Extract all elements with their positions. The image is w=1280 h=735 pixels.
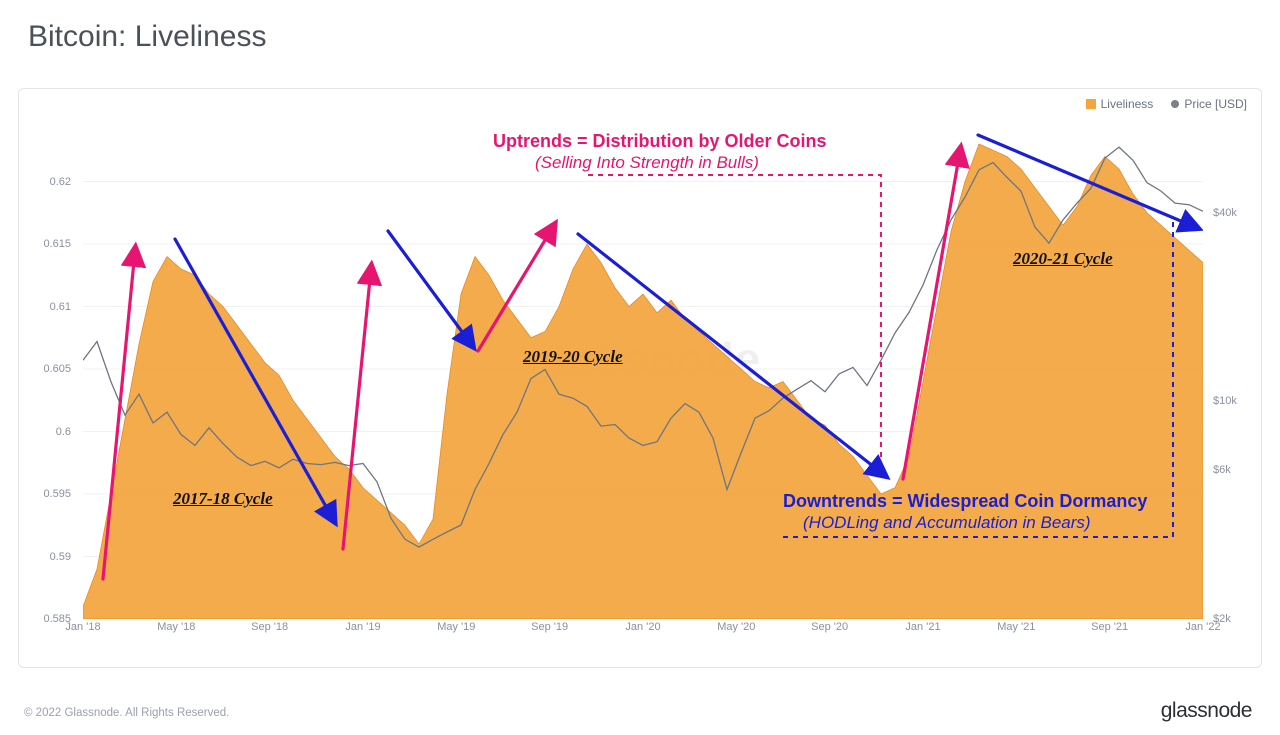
x-tick: Jan '22 [1185,621,1220,633]
plot-area: glassnode 2017-18 Cycle 2019-20 Cy [83,119,1203,619]
x-tick: Jan '21 [905,621,940,633]
page: Bitcoin: Liveliness Liveliness Price [US… [0,0,1280,735]
y-right-tick: $40k [1213,207,1237,219]
legend: Liveliness Price [USD] [1086,97,1247,111]
y-axis-right: $2k$6k$10k$40k [1205,119,1261,619]
copyright: © 2022 Glassnode. All Rights Reserved. [24,707,229,719]
y-left-tick: 0.61 [50,301,71,313]
x-tick: Jan '20 [625,621,660,633]
legend-item-price: Price [USD] [1171,97,1247,111]
y-left-tick: 0.595 [43,488,71,500]
chart-frame: Liveliness Price [USD] 0.5850.590.5950.6… [18,88,1262,668]
plot-svg [83,119,1203,619]
chart-title: Bitcoin: Liveliness [28,20,266,54]
x-tick: May '18 [157,621,195,633]
x-axis: Jan '18May '18Sep '18Jan '19May '19Sep '… [83,621,1203,641]
uptrend-title: Uptrends = Distribution by Older Coins [493,131,827,152]
y-axis-left: 0.5850.590.5950.60.6050.610.6150.62 [19,119,79,619]
x-tick: Sep '21 [1091,621,1128,633]
cycle-2020-21-label: 2020-21 Cycle [1013,249,1113,269]
legend-item-liveliness: Liveliness [1086,97,1154,111]
downtrend-title: Downtrends = Widespread Coin Dormancy [783,491,1147,512]
y-left-tick: 0.615 [43,238,71,250]
x-tick: Jan '18 [65,621,100,633]
x-tick: May '20 [717,621,755,633]
uptrend-sub: (Selling Into Strength in Bulls) [535,153,759,173]
y-left-tick: 0.62 [50,176,71,188]
x-tick: May '19 [437,621,475,633]
y-right-tick: $10k [1213,395,1237,407]
cycle-2019-20-label: 2019-20 Cycle [523,347,623,367]
y-left-tick: 0.6 [56,426,71,438]
cycle-2017-18-label: 2017-18 Cycle [173,489,273,509]
x-tick: May '21 [997,621,1035,633]
x-tick: Sep '19 [531,621,568,633]
legend-swatch-price [1171,100,1179,108]
y-left-tick: 0.59 [50,551,71,563]
x-tick: Jan '19 [345,621,380,633]
y-left-tick: 0.605 [43,363,71,375]
legend-swatch-liveliness [1086,99,1096,109]
brand-logo: glassnode [1161,699,1252,723]
y-right-tick: $6k [1213,464,1231,476]
x-tick: Sep '18 [251,621,288,633]
x-tick: Sep '20 [811,621,848,633]
downtrend-sub: (HODLing and Accumulation in Bears) [803,513,1091,533]
